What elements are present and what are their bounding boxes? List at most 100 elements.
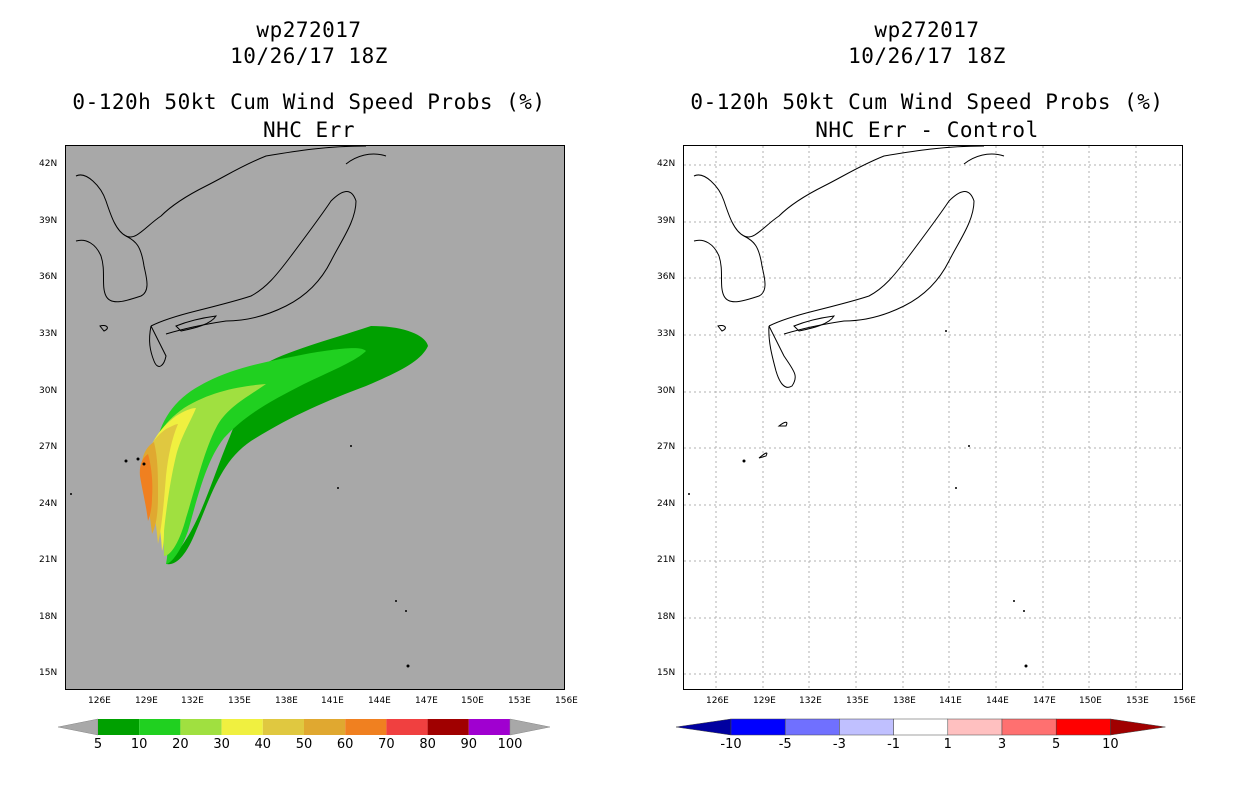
grid-lines bbox=[684, 146, 1182, 689]
lat-label: 39N bbox=[39, 216, 58, 226]
colorbar-label: 5 bbox=[1052, 737, 1061, 752]
small-islands bbox=[688, 330, 1028, 668]
lat-label: 15N bbox=[657, 668, 676, 678]
right-panel: wp272017 10/26/17 18Z 0-120h 50kt Cum Wi… bbox=[618, 0, 1236, 800]
lon-label: 141E bbox=[939, 696, 962, 706]
colorbar-cell bbox=[947, 718, 1003, 736]
lat-label: 30N bbox=[39, 386, 58, 396]
colorbar-label: 1 bbox=[943, 737, 952, 752]
coastlines bbox=[693, 146, 1005, 459]
product-subtitle: NHC Err - Control bbox=[815, 118, 1039, 142]
colorbar-cell bbox=[839, 718, 894, 736]
difference-map bbox=[683, 145, 1183, 690]
colorbar-cell bbox=[730, 718, 786, 736]
storm-id: wp272017 bbox=[256, 18, 362, 42]
lon-label: 135E bbox=[846, 696, 869, 706]
lon-label: 132E bbox=[181, 696, 204, 706]
colorbar-label: -10 bbox=[720, 737, 742, 752]
lat-label: 42N bbox=[657, 159, 676, 169]
lon-label: 132E bbox=[799, 696, 822, 706]
coastlines bbox=[75, 146, 387, 367]
colorbar-label: -3 bbox=[832, 737, 846, 752]
colorbar-label: 20 bbox=[172, 737, 189, 752]
colorbar-label: 50 bbox=[295, 737, 313, 752]
lon-label: 147E bbox=[1033, 696, 1056, 706]
colorbar-cell bbox=[98, 719, 140, 735]
colorbar-label: 10 bbox=[1102, 737, 1119, 752]
colorbar-label: 10 bbox=[130, 737, 148, 752]
lon-label: 153E bbox=[1126, 696, 1149, 706]
lon-label: 126E bbox=[706, 696, 729, 706]
probability-map-canvas bbox=[70, 146, 428, 668]
colorbar-cell bbox=[893, 718, 949, 736]
lat-label: 30N bbox=[657, 386, 676, 396]
colorbar-cell bbox=[427, 719, 469, 735]
colorbar-cell bbox=[139, 719, 181, 735]
colorbar-cell bbox=[468, 719, 510, 735]
colorbar-cell bbox=[1001, 718, 1057, 736]
probability-colorbar bbox=[58, 718, 551, 736]
lon-label: 150E bbox=[1079, 696, 1102, 706]
storm-id: wp272017 bbox=[874, 18, 980, 42]
lon-label: 126E bbox=[88, 696, 111, 706]
lon-label: 156E bbox=[1173, 696, 1196, 706]
lon-label: 150E bbox=[461, 696, 484, 706]
lon-label: 156E bbox=[555, 696, 578, 706]
difference-map-canvas bbox=[684, 146, 1182, 689]
colorbar-label: -1 bbox=[887, 737, 901, 752]
lat-label: 24N bbox=[657, 499, 676, 509]
forecast-time: 10/26/17 18Z bbox=[230, 44, 388, 68]
lat-label: 27N bbox=[657, 442, 676, 452]
colorbar-label: -5 bbox=[778, 737, 792, 752]
lon-label: 147E bbox=[415, 696, 438, 706]
lon-label: 153E bbox=[508, 696, 531, 706]
colorbar-cell bbox=[345, 719, 387, 735]
forecast-time: 10/26/17 18Z bbox=[848, 44, 1006, 68]
colorbar-cell bbox=[180, 719, 222, 735]
lat-label: 18N bbox=[657, 612, 676, 622]
lon-label: 141E bbox=[321, 696, 344, 706]
lon-label: 129E bbox=[753, 696, 776, 706]
lat-label: 21N bbox=[657, 555, 676, 565]
product-title: 0-120h 50kt Cum Wind Speed Probs (%) bbox=[690, 90, 1164, 114]
lat-label: 27N bbox=[39, 442, 58, 452]
colorbar-cell bbox=[221, 719, 263, 735]
small-islands bbox=[70, 445, 410, 668]
lon-label: 144E bbox=[368, 696, 391, 706]
colorbar-cell bbox=[262, 719, 304, 735]
colorbar-label: 90 bbox=[460, 737, 478, 752]
lat-label: 36N bbox=[39, 272, 58, 282]
product-subtitle: NHC Err bbox=[262, 118, 355, 142]
colorbar-label: 80 bbox=[419, 737, 436, 752]
colorbar-cell bbox=[1055, 718, 1111, 736]
colorbar-label: 5 bbox=[93, 737, 103, 752]
lat-label: 18N bbox=[39, 612, 58, 622]
colorbar-over-arrow bbox=[1110, 718, 1166, 736]
lat-label: 21N bbox=[39, 555, 58, 565]
lon-label: 138E bbox=[893, 696, 916, 706]
probability-map bbox=[65, 145, 565, 690]
prob-60pct-swath bbox=[139, 454, 153, 521]
lon-label: 144E bbox=[986, 696, 1009, 706]
lat-label: 24N bbox=[39, 499, 58, 509]
colorbar-label: 60 bbox=[336, 737, 354, 752]
colorbar-over-arrow bbox=[509, 718, 551, 736]
colorbar-under-arrow bbox=[676, 718, 732, 736]
colorbar-under-arrow bbox=[58, 718, 99, 736]
lon-label: 135E bbox=[228, 696, 251, 706]
colorbar-label: 70 bbox=[378, 737, 395, 752]
colorbar-cell bbox=[304, 719, 346, 735]
lat-label: 15N bbox=[39, 668, 58, 678]
lat-label: 33N bbox=[657, 329, 676, 339]
difference-colorbar bbox=[676, 718, 1166, 736]
lat-label: 33N bbox=[39, 329, 58, 339]
prob-5pct-swath bbox=[166, 326, 428, 565]
product-title: 0-120h 50kt Cum Wind Speed Probs (%) bbox=[72, 90, 546, 114]
lon-label: 138E bbox=[275, 696, 298, 706]
colorbar-cell bbox=[784, 718, 840, 736]
colorbar-label: 3 bbox=[997, 737, 1007, 752]
left-panel: wp272017 10/26/17 18Z 0-120h 50kt Cum Wi… bbox=[39, 18, 578, 752]
lat-label: 39N bbox=[657, 216, 676, 226]
lon-label: 129E bbox=[135, 696, 158, 706]
lat-label: 42N bbox=[39, 159, 58, 169]
